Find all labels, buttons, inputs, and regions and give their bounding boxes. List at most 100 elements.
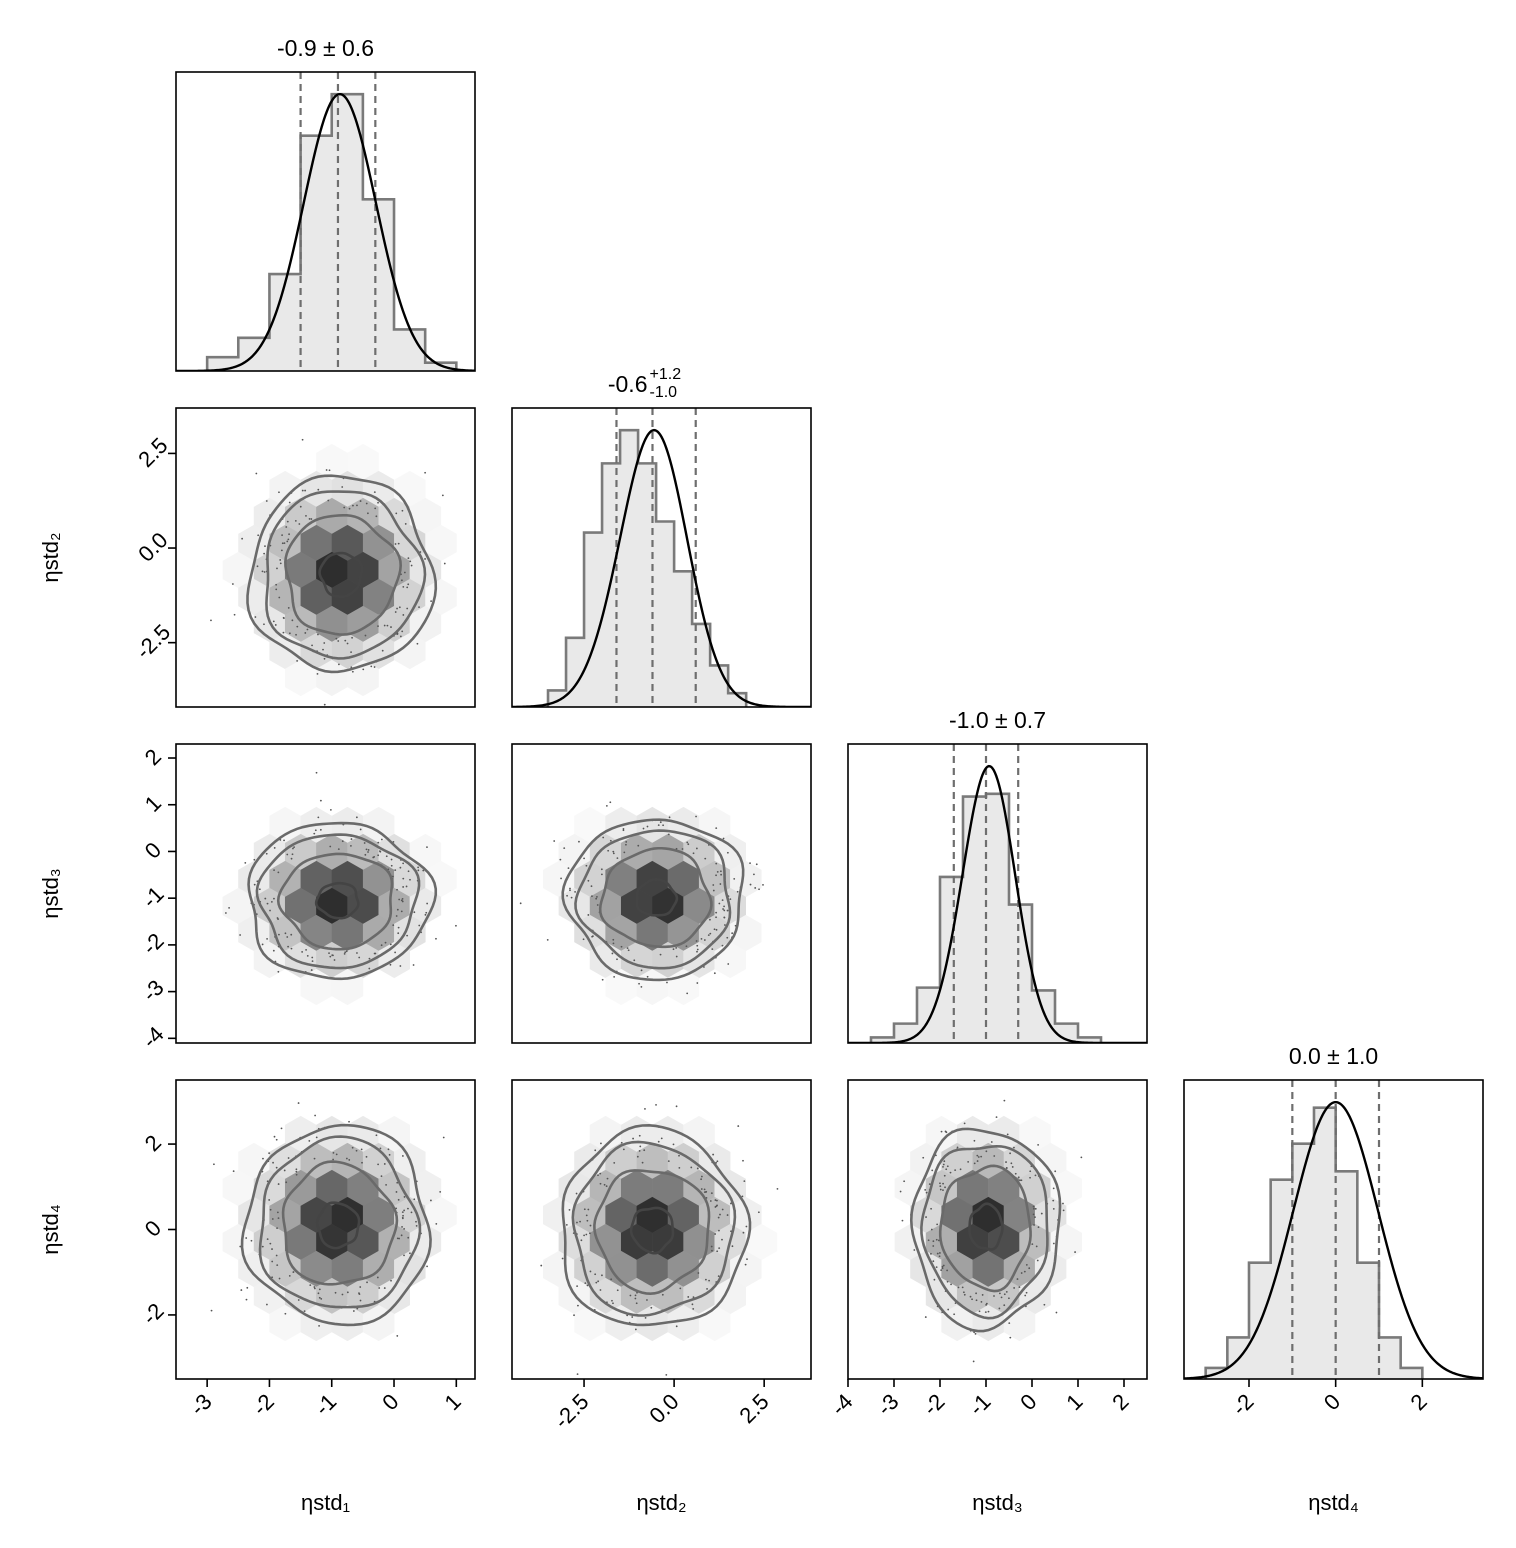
y-tick-label: 0 — [140, 837, 166, 863]
density-contour — [247, 821, 438, 981]
density-contour — [246, 474, 438, 674]
y-tick-label: 0 — [140, 1215, 166, 1241]
scatter-points — [210, 1102, 445, 1337]
joint-panel-4-1 — [175, 1079, 476, 1380]
y-tick-label: 2.5 — [133, 433, 172, 472]
panel-frame — [1183, 1079, 1484, 1380]
density-contour — [629, 1206, 675, 1255]
x-tick-label: 2.5 — [734, 1389, 773, 1428]
density-contour — [258, 1135, 422, 1309]
density-contour — [318, 551, 364, 599]
joint-panel-3-1 — [175, 743, 476, 1044]
density-contour — [240, 1123, 432, 1327]
y-axis-label: ηstd₂ — [38, 532, 63, 582]
y-tick-label: 1 — [140, 791, 166, 817]
joint-panel-3-2 — [511, 743, 812, 1044]
x-tick-label: -1 — [310, 1389, 342, 1421]
density-contour — [909, 1127, 1062, 1333]
joint-panel-4-3 — [847, 1079, 1148, 1380]
density-contour — [561, 818, 745, 982]
panel-frame — [847, 1079, 1148, 1380]
joint-panel-4-2 — [511, 1079, 812, 1380]
density-contour — [284, 513, 402, 636]
y-axis-label: ηstd₃ — [38, 868, 63, 919]
x-axis-label: ηstd₃ — [972, 1490, 1023, 1515]
hexbin-density — [894, 1115, 1082, 1342]
panel-frame — [847, 743, 1148, 1044]
density-contour — [598, 846, 713, 949]
marginal-panel-2: -0.6 +1.2-1.0 — [511, 366, 812, 708]
density-contour — [281, 1160, 399, 1286]
x-tick-label: 2 — [1406, 1389, 1432, 1415]
joint-panel-2-1 — [175, 407, 476, 708]
x-tick-label: -2 — [1227, 1389, 1259, 1421]
histogram-fill — [1205, 1107, 1423, 1379]
histogram-outline — [205, 92, 458, 371]
density-contour — [561, 1124, 752, 1327]
x-tick-label: 0 — [377, 1389, 403, 1415]
kde-curve — [176, 92, 475, 371]
panel-frame — [511, 743, 812, 1044]
y-tick-label: -1 — [137, 881, 169, 913]
x-tick-label: -3 — [185, 1389, 217, 1421]
scatter-points — [224, 771, 457, 976]
x-tick-label: -2.5 — [549, 1389, 593, 1433]
density-contour — [255, 833, 421, 970]
x-tick-label: -3 — [872, 1389, 904, 1421]
y-tick-label: -4 — [137, 1022, 169, 1054]
density-contour — [593, 1169, 711, 1295]
x-tick-label: 0 — [1015, 1389, 1041, 1415]
x-tick-label: 1 — [1061, 1389, 1087, 1415]
panel-frame — [175, 71, 476, 372]
marginal-title: 0.0 ± 1.0 — [1289, 1043, 1378, 1069]
density-contour — [920, 1144, 1049, 1320]
marginal-title: -0.6 — [608, 371, 648, 397]
y-tick-label: 2 — [140, 744, 166, 770]
marginal-panel-1: -0.9 ± 0.6 — [175, 35, 476, 372]
density-contour — [265, 490, 427, 660]
x-tick-label: -2 — [247, 1389, 279, 1421]
y-tick-label: -3 — [137, 975, 169, 1007]
x-tick-label: 0.0 — [644, 1389, 683, 1428]
panel-frame — [511, 407, 812, 708]
histogram-outline — [546, 428, 748, 707]
density-contour — [635, 878, 679, 917]
marginal-title-lower-error: -1.0 — [650, 384, 678, 401]
density-contour — [571, 1140, 737, 1317]
panel-frame — [175, 407, 476, 708]
x-axis-label: ηstd₁ — [301, 1490, 350, 1515]
hexbin-density — [543, 1115, 778, 1342]
panel-frame — [511, 1079, 812, 1380]
x-tick-label: 1 — [440, 1389, 466, 1415]
kde-curve — [512, 428, 811, 707]
marginal-title: -1.0 ± 0.7 — [949, 707, 1046, 733]
panel-frame — [175, 743, 476, 1044]
marginal-panel-3: -1.0 ± 0.7 — [847, 707, 1148, 1044]
x-tick-label: -1 — [964, 1389, 996, 1421]
hexbin-density — [222, 806, 457, 1006]
density-contour — [574, 829, 732, 970]
x-tick-label: 2 — [1107, 1389, 1133, 1415]
marginal-title: -0.9 ± 0.6 — [277, 35, 374, 61]
histogram-outline — [1204, 1106, 1424, 1379]
x-tick-label: -4 — [826, 1389, 858, 1421]
marginal-title-upper-error: +1.2 — [650, 366, 682, 383]
density-contour — [315, 1201, 361, 1250]
y-tick-label: -2 — [137, 928, 169, 960]
y-tick-label: 0.0 — [133, 527, 172, 566]
marginal-panel-4: 0.0 ± 1.0 — [1183, 1043, 1484, 1380]
x-tick-label: 0 — [1319, 1389, 1345, 1415]
density-contour — [314, 881, 360, 920]
density-contour — [938, 1164, 1032, 1293]
y-tick-label: -2.5 — [131, 619, 175, 663]
y-axis-label: ηstd₄ — [38, 1204, 63, 1255]
density-contour — [968, 1202, 1004, 1251]
x-axis-label: ηstd₄ — [1308, 1490, 1359, 1515]
x-axis-label: ηstd₂ — [636, 1490, 686, 1515]
y-tick-label: -2 — [137, 1298, 169, 1330]
kde-curve — [1184, 1100, 1483, 1379]
x-tick-label: -2 — [918, 1389, 950, 1421]
density-contour — [276, 852, 394, 951]
y-tick-label: 2 — [140, 1130, 166, 1156]
